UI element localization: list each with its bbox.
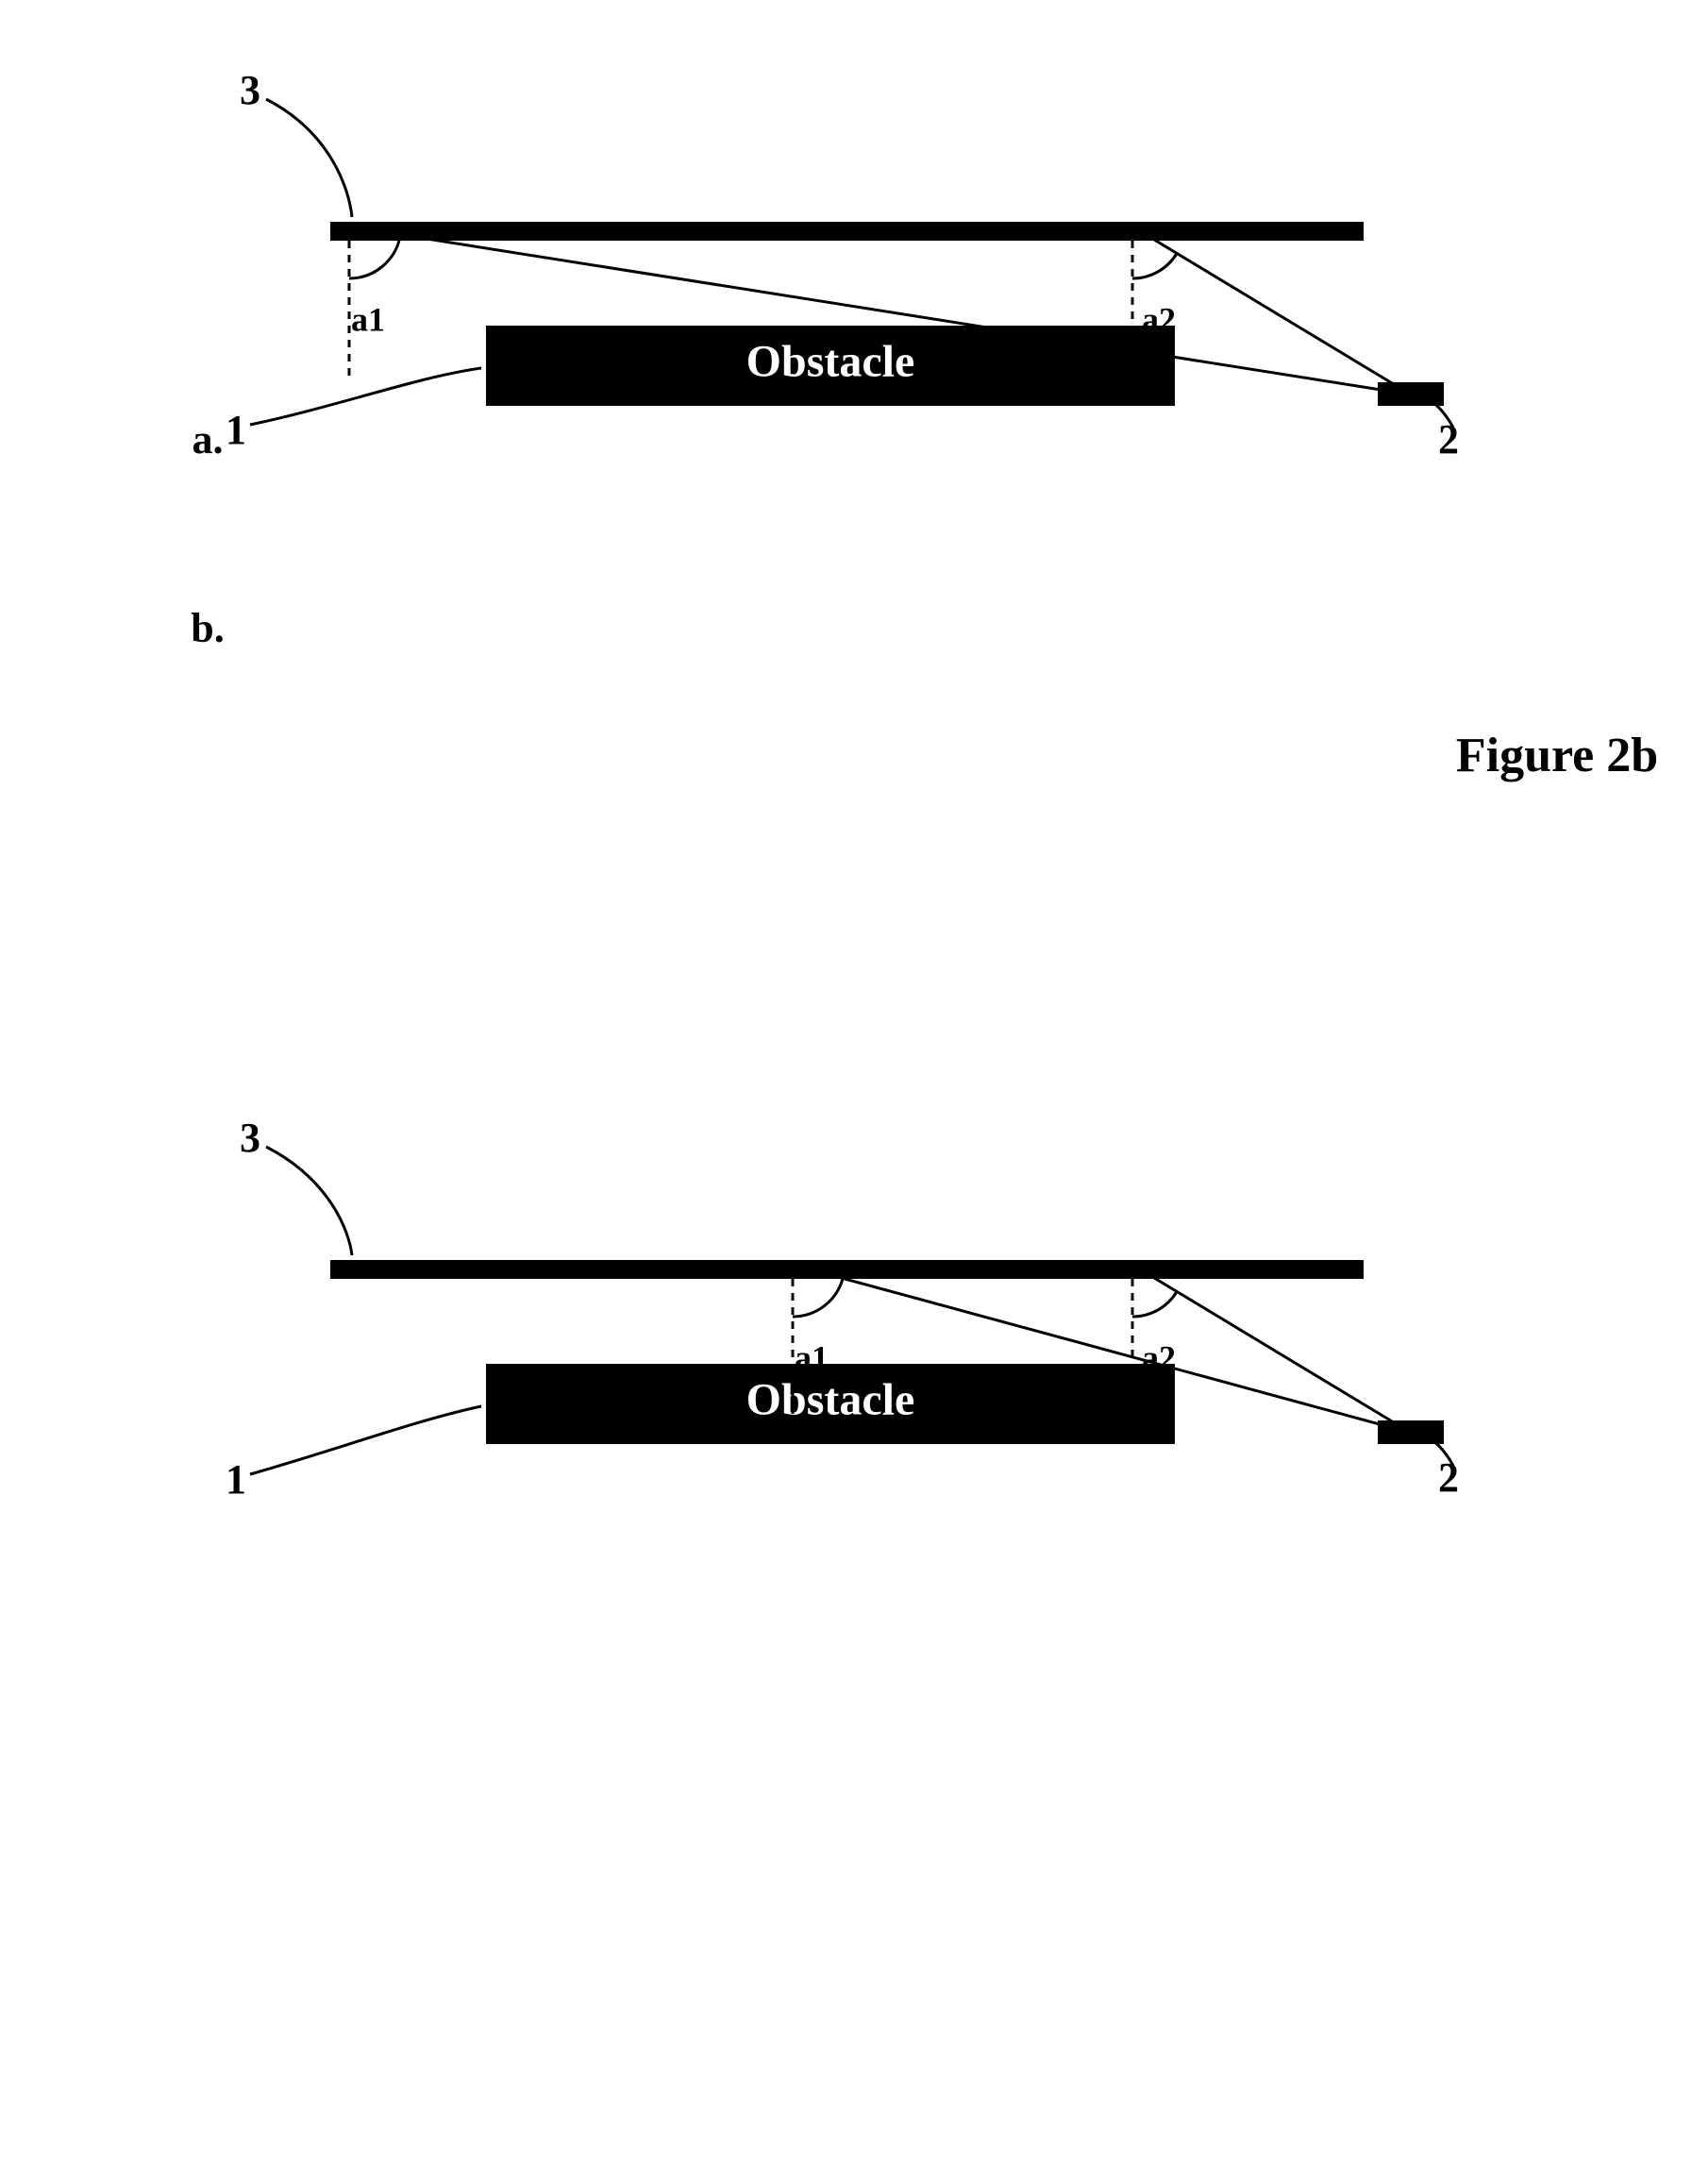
- svg-text:3: 3: [240, 67, 260, 113]
- svg-text:a2: a2: [1142, 1338, 1176, 1376]
- svg-text:Obstacle: Obstacle: [746, 1375, 915, 1425]
- svg-text:3: 3: [240, 1115, 260, 1161]
- svg-text:1: 1: [226, 1456, 246, 1503]
- diagram-canvas: Obstaclea1a2123Figure 2aa.Obstaclea1a212…: [0, 0, 1692, 2184]
- svg-text:b.: b.: [191, 605, 224, 651]
- svg-text:a1: a1: [795, 1338, 829, 1376]
- svg-text:a1: a1: [351, 300, 385, 338]
- svg-text:1: 1: [226, 407, 246, 453]
- svg-text:a2: a2: [1142, 300, 1176, 338]
- svg-text:Figure 2b: Figure 2b: [1456, 729, 1658, 782]
- svg-text:2: 2: [1438, 1454, 1459, 1501]
- svg-text:a.: a.: [193, 416, 224, 462]
- svg-text:Obstacle: Obstacle: [746, 337, 915, 387]
- svg-text:2: 2: [1438, 416, 1459, 462]
